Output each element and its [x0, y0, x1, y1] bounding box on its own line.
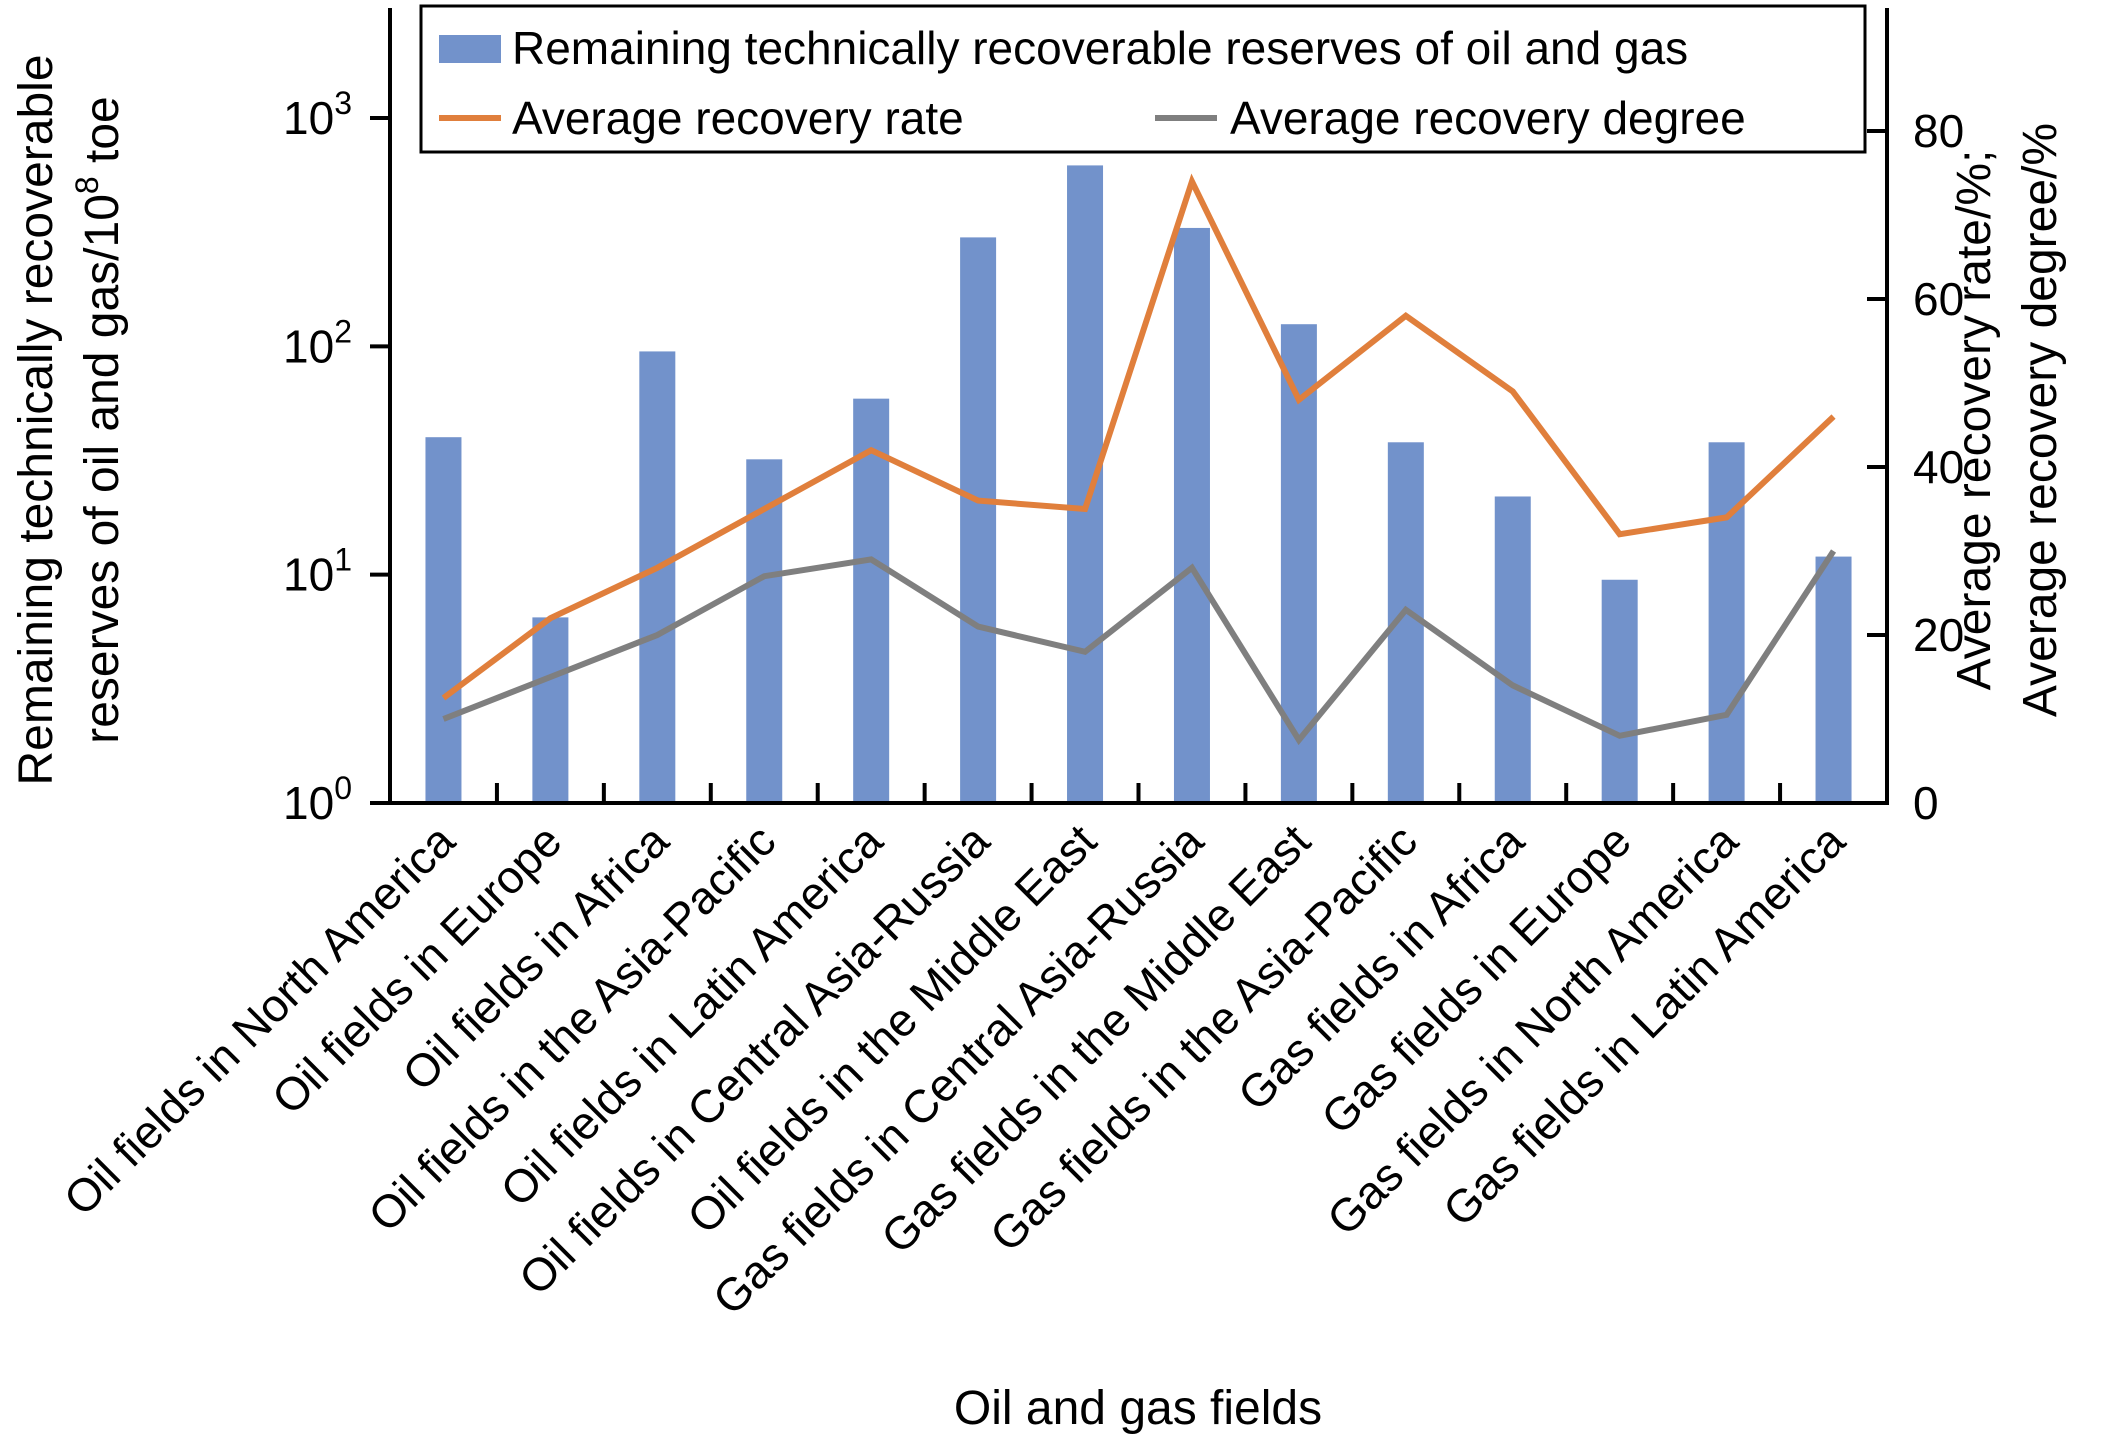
left-axis-tick-label: 100	[283, 770, 352, 829]
bar	[1173, 227, 1210, 803]
bar	[1601, 579, 1638, 803]
left-axis-title-line2: reserves of oil and gas/108 toe	[69, 96, 129, 744]
legend-label-recovery-degree: Average recovery degree	[1230, 92, 1746, 144]
left-axis-tick-label: 101	[283, 542, 352, 601]
right-axis-tick-label: 40	[1913, 441, 1964, 493]
legend-swatch-reserves	[439, 35, 501, 63]
left-axis-tick-label: 103	[283, 85, 352, 144]
bar	[1815, 556, 1852, 803]
legend-label-recovery-rate: Average recovery rate	[512, 92, 964, 144]
legend: Remaining technically recoverable reserv…	[419, 4, 1867, 154]
bar	[532, 617, 569, 803]
left-axis-title-line1: Remaining technically recoverable	[10, 54, 63, 785]
left-axis-tick-label: 102	[283, 313, 352, 372]
right-axis-tick-label: 80	[1913, 105, 1964, 157]
x-axis-title: Oil and gas fields	[954, 1382, 1322, 1435]
legend-label-reserves: Remaining technically recoverable reserv…	[512, 22, 1688, 74]
recovery-degree-line	[442, 549, 1837, 746]
right-axis-tick-label: 0	[1913, 777, 1939, 829]
right-axis-title-line1: Average recovery rate/%;	[1948, 150, 2001, 691]
bar	[1708, 442, 1745, 803]
bar	[960, 237, 997, 804]
bar	[1067, 165, 1104, 803]
right-axis-tick-label: 20	[1913, 609, 1964, 661]
bar	[639, 351, 676, 803]
right-axis-tick-label: 60	[1913, 273, 1964, 325]
bar	[425, 437, 462, 803]
bar	[853, 398, 890, 803]
legend-box	[419, 4, 1867, 154]
recovery-rate-line	[441, 173, 1836, 701]
bar	[1494, 496, 1531, 803]
right-axis-title-line2: Average recovery degree/%	[2014, 123, 2067, 717]
